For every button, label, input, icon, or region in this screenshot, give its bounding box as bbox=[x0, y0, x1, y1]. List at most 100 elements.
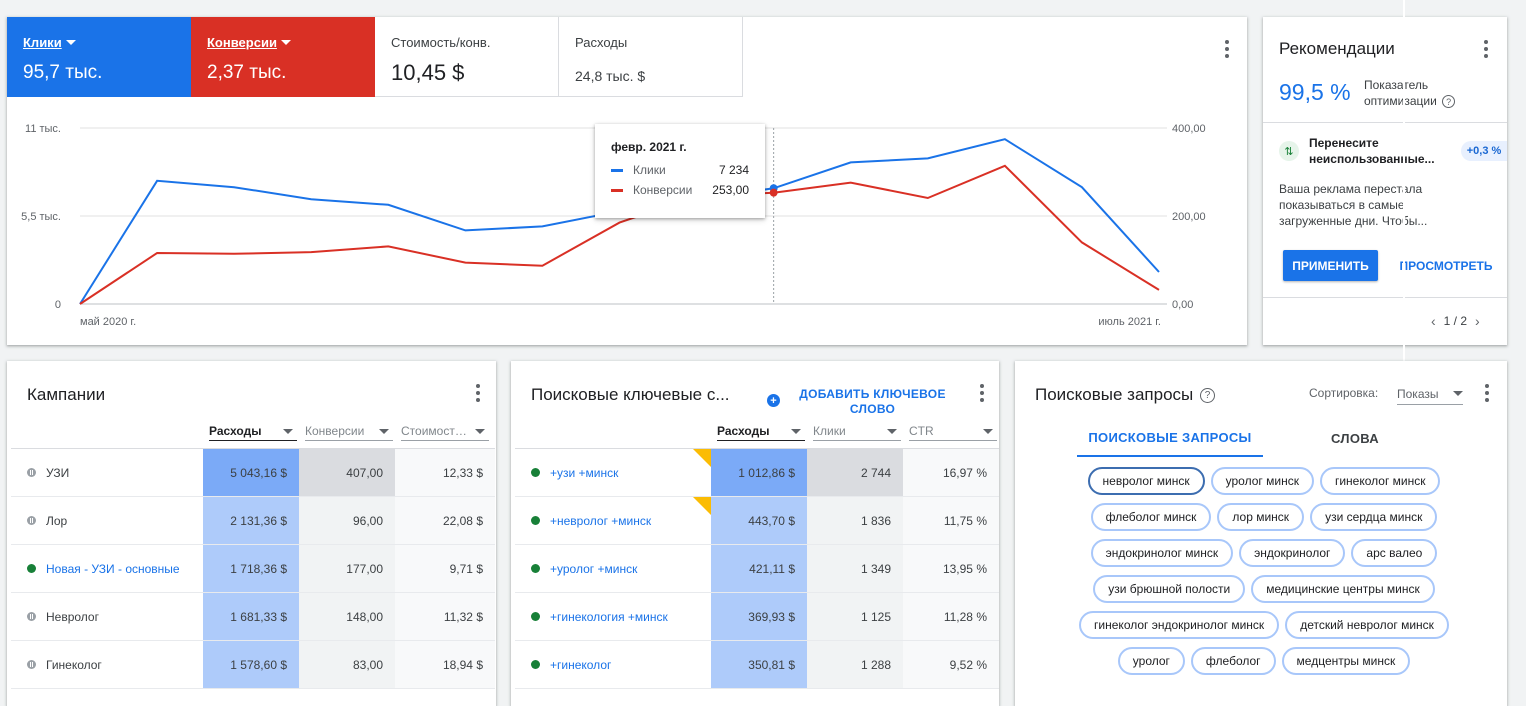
query-chip[interactable]: узи сердца минск bbox=[1310, 503, 1438, 531]
campaigns-table: Расходы Конверсии Стоимост… УЗИ 5 043,16… bbox=[11, 417, 495, 689]
query-chip[interactable]: медцентры минск bbox=[1281, 647, 1411, 675]
keyword-text[interactable]: +невролог +минск bbox=[550, 513, 652, 528]
keywords-table: Расходы Клики CTR +узи +минск 1 012,86 $… bbox=[515, 417, 999, 689]
keyword-text[interactable]: +уролог +минск bbox=[550, 561, 638, 576]
column-header-label: Стоимост… bbox=[401, 424, 467, 438]
table-row[interactable]: Новая - УЗИ - основные 1 718,36 $ 177,00… bbox=[11, 545, 495, 593]
tab-words[interactable]: СЛОВА bbox=[1331, 430, 1379, 446]
help-icon[interactable]: ? bbox=[1442, 95, 1456, 109]
table-row[interactable]: +гинеколог 350,81 $ 1 288 9,52 % bbox=[515, 641, 999, 689]
query-chip[interactable]: эндокринолог минск bbox=[1090, 539, 1234, 567]
query-chip[interactable]: уролог bbox=[1117, 647, 1185, 675]
table-row[interactable]: УЗИ 5 043,16 $ 407,00 12,33 $ bbox=[11, 449, 495, 497]
queries-tabs: ПОИСКОВЫЕ ЗАПРОСЫ СЛОВА bbox=[1077, 419, 1447, 457]
help-icon[interactable]: ? bbox=[1200, 388, 1215, 404]
cost-value: 369,93 $ bbox=[748, 609, 795, 624]
query-chip[interactable]: детский невролог минск bbox=[1285, 611, 1449, 639]
y-tick-label-right: 400,00 bbox=[1172, 123, 1206, 135]
sort-arrow-icon bbox=[283, 428, 293, 434]
table-header: Расходы Клики CTR bbox=[515, 417, 999, 449]
query-chip[interactable]: уролог минск bbox=[1210, 467, 1314, 495]
cost-per-conv-cell: 12,33 $ bbox=[395, 449, 495, 496]
chart-tooltip: февр. 2021 г. Клики 7 234 Конверсии 253,… bbox=[595, 124, 765, 218]
sort-header-clicks[interactable]: Клики bbox=[813, 424, 901, 441]
chevron-right-icon[interactable]: › bbox=[1475, 313, 1480, 329]
metric-conversions-label-text: Конверсии bbox=[207, 35, 277, 50]
keyword-text[interactable]: +гинекология +минск bbox=[550, 609, 668, 624]
table-row[interactable]: Невролог 1 681,33 $ 148,00 11,32 $ bbox=[11, 593, 495, 641]
chevron-left-icon[interactable]: ‹ bbox=[1431, 313, 1436, 329]
keyword-cell: +невролог +минск bbox=[515, 497, 711, 544]
y-tick-label-left: 5,5 тыс. bbox=[21, 211, 61, 223]
campaign-name-cell: Лор bbox=[11, 497, 203, 544]
metric-clicks[interactable]: Клики 95,7 тыс. bbox=[7, 17, 191, 97]
clicks-cell: 1 125 bbox=[807, 593, 903, 640]
divider bbox=[1263, 297, 1507, 298]
status-active-icon bbox=[531, 660, 540, 669]
metric-spend[interactable]: Расходы 24,8 тыс. $ bbox=[559, 17, 743, 97]
query-chip[interactable]: гинеколог эндокринолог минск bbox=[1079, 611, 1280, 639]
tooltip-series-name: Конверсии bbox=[633, 183, 693, 197]
keywords-title: Поисковые ключевые с... bbox=[531, 385, 730, 404]
keyword-text[interactable]: +узи +минск bbox=[550, 465, 619, 480]
metric-conversions[interactable]: Конверсии 2,37 тыс. bbox=[191, 17, 375, 97]
view-button[interactable]: ПРОСМОТРЕТЬ bbox=[1391, 250, 1501, 281]
more-options-icon[interactable] bbox=[972, 381, 992, 405]
sort-label: Сортировка: bbox=[1309, 386, 1379, 400]
table-row[interactable]: Лор 2 131,36 $ 96,00 22,08 $ bbox=[11, 497, 495, 545]
column-header-label: Клики bbox=[813, 424, 846, 438]
sort-select[interactable]: Показы bbox=[1397, 383, 1463, 405]
sort-header-ctr[interactable]: CTR bbox=[909, 424, 997, 441]
keyword-cell: +гинекология +минск bbox=[515, 593, 711, 640]
more-options-icon[interactable] bbox=[1476, 37, 1496, 61]
flag-triangle-icon bbox=[693, 449, 711, 467]
table-row[interactable]: +невролог +минск 443,70 $ 1 836 11,75 % bbox=[515, 497, 999, 545]
table-row[interactable]: +уролог +минск 421,11 $ 1 349 13,95 % bbox=[515, 545, 999, 593]
query-chip[interactable]: арс валео bbox=[1351, 539, 1438, 567]
sort-header-conversions[interactable]: Конверсии bbox=[305, 424, 393, 441]
query-chip[interactable]: флеболог минск bbox=[1090, 503, 1212, 531]
cost-value: 443,70 $ bbox=[748, 513, 795, 528]
campaign-name-cell: Невролог bbox=[11, 593, 203, 640]
keyword-text[interactable]: +гинеколог bbox=[550, 657, 612, 672]
keyword-cell: +гинеколог bbox=[515, 641, 711, 688]
query-chip[interactable]: флеболог bbox=[1190, 647, 1276, 675]
sort-header-cost-per-conv[interactable]: Стоимост… bbox=[401, 424, 489, 441]
cost-cell: 1 012,86 $ bbox=[693, 449, 807, 496]
metric-clicks-label[interactable]: Клики bbox=[23, 35, 175, 50]
query-chip[interactable]: эндокринолог bbox=[1239, 539, 1346, 567]
query-chip[interactable]: лор минск bbox=[1217, 503, 1305, 531]
more-options-icon[interactable] bbox=[1217, 37, 1237, 61]
query-chip[interactable]: медицинские центры минск bbox=[1251, 575, 1435, 603]
pager-text: 1 / 2 bbox=[1443, 314, 1468, 328]
cost-cell: 443,70 $ bbox=[693, 497, 807, 544]
more-options-icon[interactable] bbox=[468, 381, 488, 405]
apply-button[interactable]: ПРИМЕНИТЬ bbox=[1283, 250, 1378, 281]
cost-cell: 369,93 $ bbox=[711, 593, 807, 640]
query-chips: невролог минск уролог минск гинеколог минс… bbox=[1059, 467, 1469, 675]
header-spacer bbox=[11, 417, 203, 448]
tab-search-queries[interactable]: ПОИСКОВЫЕ ЗАПРОСЫ bbox=[1077, 419, 1263, 457]
metric-conversions-label[interactable]: Конверсии bbox=[207, 35, 359, 50]
campaign-name-cell: Гинеколог bbox=[11, 641, 203, 688]
keywords-rows: +узи +минск 1 012,86 $ 2 744 16,97 % +не… bbox=[515, 449, 999, 689]
more-options-icon[interactable] bbox=[1477, 381, 1497, 405]
metric-cost-per-conv-value: 10,45 $ bbox=[391, 60, 465, 85]
clicks-cell: 2 744 bbox=[807, 449, 903, 496]
ctr-cell: 16,97 % bbox=[903, 449, 999, 496]
campaign-name[interactable]: Новая - УЗИ - основные bbox=[46, 561, 180, 576]
query-chip[interactable]: невролог минск bbox=[1087, 467, 1205, 495]
query-chip[interactable]: узи брюшной полости bbox=[1093, 575, 1246, 603]
table-row[interactable]: +гинекология +минск 369,93 $ 1 125 11,28… bbox=[515, 593, 999, 641]
search-queries-card: Поисковые запросы ? Сортировка: Показы П… bbox=[1015, 361, 1507, 706]
table-row[interactable]: Гинеколог 1 578,60 $ 83,00 18,94 $ bbox=[11, 641, 495, 689]
table-header: Расходы Конверсии Стоимост… bbox=[11, 417, 495, 449]
sort-header-cost[interactable]: Расходы bbox=[209, 424, 297, 441]
add-keyword-button[interactable]: + ДОБАВИТЬ КЛЮЧЕВОЕ СЛОВО bbox=[767, 387, 957, 417]
cost-per-conv-cell: 18,94 $ bbox=[395, 641, 495, 688]
metric-cost-per-conv[interactable]: Стоимость/конв. 10,45 $ bbox=[375, 17, 559, 97]
query-chip[interactable]: гинеколог минск bbox=[1319, 467, 1441, 495]
table-row[interactable]: +узи +минск 1 012,86 $ 2 744 16,97 % bbox=[515, 449, 999, 497]
sort-header-cost[interactable]: Расходы bbox=[717, 424, 805, 441]
recommendation-title: Перенесите неиспользованные... bbox=[1309, 136, 1435, 166]
